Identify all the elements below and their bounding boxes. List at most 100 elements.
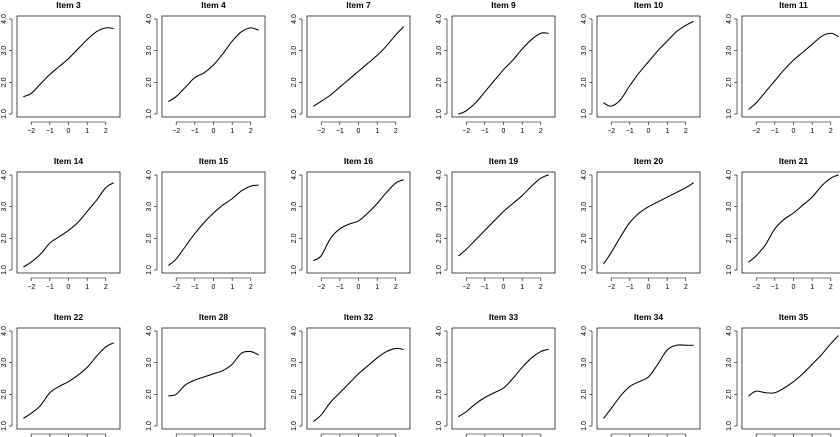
curve-line [313, 347, 404, 422]
curve-line [748, 32, 839, 110]
panel-title: Item 28 [199, 312, 229, 322]
x-tick-label: −2 [462, 284, 470, 291]
panel-item-11: Item 11 −2 −1 0 1 2 1.0 2.0 3.0 4.0 [726, 0, 840, 135]
x-tick-label: 0 [792, 284, 796, 291]
x-tick-label: 1 [85, 284, 89, 291]
x-tick-label: 2 [104, 284, 108, 291]
panel-item-20: Item 20 −2 −1 0 1 2 1.0 2.0 3.0 4.0 [581, 156, 701, 291]
y-tick-label: 4.0 [146, 14, 153, 24]
panel-item-4: Item 4 −2 −1 0 1 2 1.0 2.0 3.0 4.0 [146, 0, 266, 135]
y-tick-label: 4.0 [436, 326, 443, 336]
y-tick-label: 4.0 [1, 326, 8, 336]
x-tick-label: 0 [67, 128, 71, 135]
curve-line [458, 32, 549, 115]
panel-title: Item 33 [489, 312, 519, 322]
y-tick-label: 1.0 [581, 265, 588, 275]
panel-title: Item 10 [634, 0, 664, 10]
plot-frame [16, 171, 121, 274]
y-tick-label: 4.0 [581, 14, 588, 24]
x-tick-label: −1 [46, 284, 54, 291]
y-tick-label: 3.0 [1, 202, 8, 212]
y-tick-label: 2.0 [291, 389, 298, 399]
x-tick-label: −1 [336, 128, 344, 135]
y-tick-label: 4.0 [726, 14, 733, 24]
y-tick-label: 3.0 [436, 46, 443, 56]
curve-line [313, 179, 404, 262]
x-tick-label: 2 [829, 128, 833, 135]
y-tick-label: 4.0 [291, 170, 298, 180]
plot-frame [596, 171, 701, 274]
y-tick-label: 3.0 [291, 202, 298, 212]
plot-frame [16, 15, 121, 118]
y-tick-label: 2.0 [436, 389, 443, 399]
y-tick-label: 4.0 [1, 170, 8, 180]
panel-title: Item 21 [779, 156, 809, 166]
x-tick-label: 2 [684, 128, 688, 135]
curve-line [603, 344, 694, 419]
x-tick-label: 2 [394, 284, 398, 291]
x-tick-label: 2 [394, 128, 398, 135]
panel-title: Item 16 [344, 156, 374, 166]
y-tick-label: 4.0 [436, 14, 443, 24]
y-tick-label: 3.0 [146, 358, 153, 368]
panel-item-21: Item 21 −2 −1 0 1 2 1.0 2.0 3.0 4.0 [726, 156, 840, 291]
y-tick-label: 2.0 [146, 389, 153, 399]
panel-item-10: Item 10 −2 −1 0 1 2 1.0 2.0 3.0 4.0 [581, 0, 701, 135]
x-tick-label: −1 [626, 128, 634, 135]
y-tick-label: 4.0 [726, 326, 733, 336]
x-tick-label: 0 [792, 128, 796, 135]
panel-title: Item 14 [54, 156, 84, 166]
x-tick-label: 1 [810, 284, 814, 291]
y-tick-label: 1.0 [146, 265, 153, 275]
curve-line [603, 21, 694, 107]
y-tick-label: 3.0 [1, 46, 8, 56]
y-tick-label: 1.0 [1, 265, 8, 275]
y-tick-label: 2.0 [146, 233, 153, 243]
y-tick-label: 4.0 [436, 170, 443, 180]
x-tick-label: −1 [481, 128, 489, 135]
panel-title: Item 20 [634, 156, 664, 166]
panel-item-14: Item 14 −2 −1 0 1 2 1.0 2.0 3.0 4.0 [1, 156, 121, 291]
x-tick-label: 0 [212, 284, 216, 291]
x-tick-label: −1 [626, 284, 634, 291]
x-tick-label: 1 [810, 128, 814, 135]
curve-line [168, 350, 259, 397]
plot-frame [451, 171, 556, 274]
x-tick-label: −2 [752, 128, 760, 135]
plot-frame [16, 327, 121, 430]
panel-item-9: Item 9 −2 −1 0 1 2 1.0 2.0 3.0 4.0 [436, 0, 556, 135]
y-tick-label: 2.0 [1, 233, 8, 243]
y-tick-label: 3.0 [1, 358, 8, 368]
panel-title: Item 19 [489, 156, 519, 166]
panel-title: Item 9 [491, 0, 516, 10]
y-tick-label: 4.0 [146, 326, 153, 336]
x-tick-label: 0 [357, 284, 361, 291]
y-tick-label: 2.0 [146, 77, 153, 87]
y-tick-label: 1.0 [1, 109, 8, 119]
plot-frame [161, 327, 266, 430]
y-tick-label: 2.0 [726, 77, 733, 87]
x-tick-label: −2 [752, 284, 760, 291]
x-tick-label: −2 [27, 284, 35, 291]
panel-item-3: Item 3 −2 −1 0 1 2 1.0 2.0 3.0 4.0 [1, 0, 121, 135]
x-tick-label: 2 [249, 128, 253, 135]
x-tick-label: −2 [317, 128, 325, 135]
x-tick-label: 1 [665, 284, 669, 291]
y-tick-label: 3.0 [581, 202, 588, 212]
x-tick-label: −1 [481, 284, 489, 291]
y-tick-label: 4.0 [291, 14, 298, 24]
x-tick-label: 2 [249, 284, 253, 291]
panel-title: Item 22 [54, 312, 84, 322]
curve-line [23, 342, 114, 419]
curve-line [23, 182, 114, 268]
x-tick-label: 2 [539, 128, 543, 135]
y-tick-label: 1.0 [726, 421, 733, 431]
y-tick-label: 1.0 [581, 421, 588, 431]
panel-item-15: Item 15 −2 −1 0 1 2 1.0 2.0 3.0 4.0 [146, 156, 266, 291]
x-tick-label: 2 [539, 284, 543, 291]
x-tick-label: 2 [829, 284, 833, 291]
x-tick-label: −2 [27, 128, 35, 135]
